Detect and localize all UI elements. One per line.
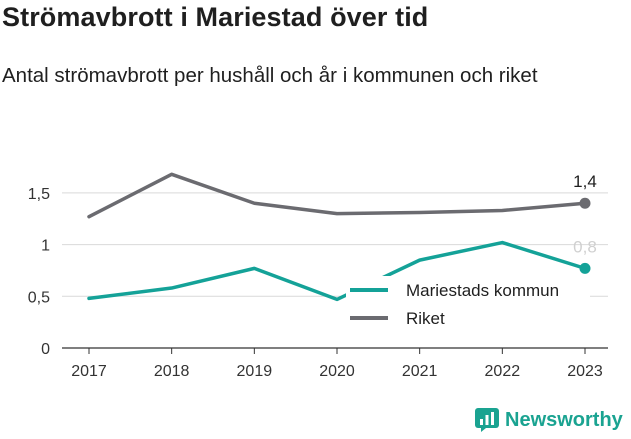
y-tick-label: 1: [41, 238, 50, 255]
y-tick-label: 0: [41, 341, 50, 358]
x-tick-label: 2018: [154, 363, 190, 380]
y-tick-label: 1,5: [28, 186, 50, 203]
series-line-1: [87, 172, 587, 219]
legend-label: Mariestads kommun: [406, 281, 559, 300]
x-tick-label: 2020: [319, 363, 355, 380]
data-point: [579, 197, 591, 209]
legend-background: [346, 276, 590, 334]
chart-title: Strömavbrott i Mariestad över tid: [2, 2, 429, 32]
x-tick-label: 2022: [485, 363, 521, 380]
y-tick-label: 0,5: [28, 289, 50, 306]
legend-label: Riket: [406, 309, 445, 328]
end-value-label: 0,8: [573, 237, 597, 256]
data-point: [579, 262, 591, 274]
end-value-label: 1,4: [573, 172, 597, 191]
x-tick-label: 2017: [71, 363, 107, 380]
x-tick-label: 2019: [237, 363, 273, 380]
x-tick-label: 2021: [402, 363, 438, 380]
chart-subtitle: Antal strömavbrott per hushåll och år i …: [2, 64, 538, 87]
brand-logo[interactable]: Newsworthy: [475, 408, 623, 432]
brand-name: Newsworthy: [505, 408, 623, 431]
x-tick-label: 2023: [567, 363, 603, 380]
newsworthy-logo-icon: [475, 408, 499, 432]
